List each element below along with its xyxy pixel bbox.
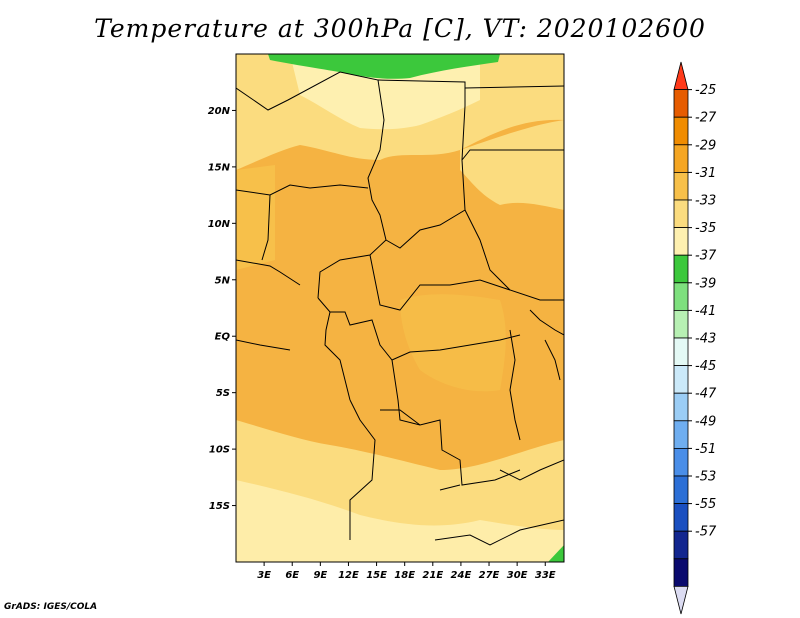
lat-tick-label: 10N <box>208 219 231 230</box>
colorbar-label: -55 <box>695 497 716 512</box>
colorbar-label: -39 <box>695 276 716 291</box>
colorbar-label: -51 <box>695 442 716 457</box>
lon-tick-label: 6E <box>285 570 299 581</box>
colorbar: -25 -27 -29 -31 -33 -35 -37 -39 -41 -43 -45 -47 -49 -… <box>673 61 717 615</box>
colorbar-swatch <box>673 282 689 311</box>
lon-tick-label: 27E <box>479 570 500 581</box>
temperature-field <box>236 54 564 562</box>
colorbar-swatch <box>673 558 689 587</box>
colorbar-label: -41 <box>695 304 716 319</box>
lat-tick-label: 20N <box>208 106 231 117</box>
lat-tick-label: 5N <box>215 275 231 286</box>
colorbar-swatch <box>673 89 689 118</box>
colorbar-swatch <box>673 309 689 339</box>
colorbar-swatch <box>673 337 689 367</box>
colorbar-swatch <box>673 530 689 560</box>
lon-tick-label: 18E <box>394 570 415 581</box>
longitude-axis: 3E 6E 9E 12E 15E 18E 21E 24E 27E 30E 33E <box>257 562 556 581</box>
colorbar-swatch <box>673 447 689 477</box>
country-borders <box>236 71 564 546</box>
colorbar-swatch <box>673 475 689 505</box>
lon-tick-label: 3E <box>257 570 271 581</box>
colorbar-swatch <box>673 420 689 449</box>
colorbar-label: -43 <box>695 332 716 347</box>
colorbar-label: -53 <box>695 470 716 485</box>
colorbar-swatch <box>673 116 689 146</box>
lon-tick-label: 21E <box>422 570 443 581</box>
latitude-axis: 20N 15N 10N 5N EQ 5S 10S 15S <box>208 106 236 512</box>
colorbar-label: -47 <box>695 387 717 402</box>
lon-tick-label: 33E <box>535 570 556 581</box>
field-zone-green-top <box>268 54 500 79</box>
lat-tick-label: 15N <box>208 162 231 173</box>
field-zone-green-bottom <box>548 545 564 562</box>
colorbar-swatch <box>673 171 689 201</box>
colorbar-swatch <box>673 227 689 256</box>
colorbar-swatch <box>673 503 689 532</box>
lon-tick-label: 30E <box>507 570 528 581</box>
colorbar-label: -31 <box>695 166 716 181</box>
colorbar-label: -37 <box>695 249 717 264</box>
colorbar-label: -25 <box>695 83 716 98</box>
colorbar-label: -33 <box>695 194 716 209</box>
lat-tick-label: 15S <box>209 501 230 512</box>
colorbar-swatch <box>673 365 689 394</box>
map-title: Temperature at 300hPa [C], VT: 202010260… <box>94 14 706 43</box>
colorbar-label: -29 <box>695 138 716 153</box>
colorbar-swatch <box>673 144 689 173</box>
map-frame <box>235 53 565 563</box>
field-zone-east <box>460 120 564 210</box>
credit-label: GrADS: IGES/COLA <box>4 602 98 612</box>
field-zone-center <box>400 294 506 392</box>
colorbar-label: -49 <box>695 414 716 429</box>
colorbar-top-tip <box>673 61 689 90</box>
colorbar-swatch <box>673 199 689 229</box>
colorbar-bottom-tip <box>673 586 689 615</box>
colorbar-label: -35 <box>695 221 716 236</box>
lat-tick-label: 5S <box>216 388 230 399</box>
lon-tick-label: 15E <box>366 570 387 581</box>
lon-tick-label: 12E <box>338 570 359 581</box>
colorbar-label: -45 <box>695 359 716 374</box>
lat-tick-label: EQ <box>215 332 231 343</box>
colorbar-label: -27 <box>695 111 717 126</box>
colorbar-swatch <box>673 392 689 422</box>
colorbar-swatch <box>673 254 689 284</box>
colorbar-label: -57 <box>695 525 717 540</box>
lat-tick-label: 10S <box>209 445 230 456</box>
lon-tick-label: 24E <box>451 570 472 581</box>
lon-tick-label: 9E <box>313 570 327 581</box>
